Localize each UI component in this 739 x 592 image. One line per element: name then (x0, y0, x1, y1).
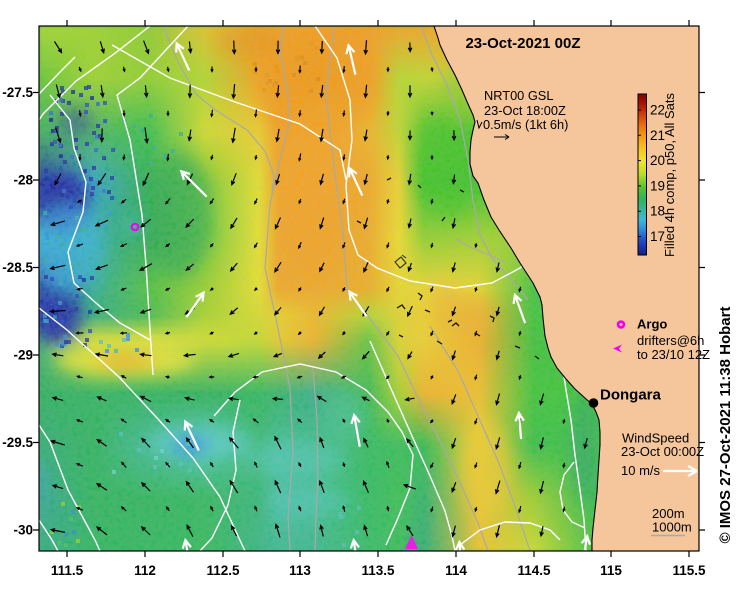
svg-text:0.5m/s (1kt 6h): 0.5m/s (1kt 6h) (483, 117, 568, 132)
svg-text:21: 21 (650, 128, 665, 143)
svg-text:112.5: 112.5 (206, 563, 240, 578)
svg-text:115.5: 115.5 (672, 563, 706, 578)
svg-text:113: 113 (289, 563, 311, 578)
svg-text:-28.5: -28.5 (2, 260, 33, 275)
svg-text:111.5: 111.5 (51, 563, 84, 578)
svg-text:NRT00 GSL: NRT00 GSL (484, 88, 553, 103)
svg-text:1000m: 1000m (652, 520, 692, 535)
svg-text:to 23/10 12Z: to 23/10 12Z (637, 347, 710, 362)
svg-text:-28: -28 (13, 173, 33, 188)
svg-text:112: 112 (134, 563, 156, 578)
svg-text:18: 18 (650, 204, 665, 219)
svg-text:17: 17 (650, 229, 665, 244)
svg-text:19: 19 (650, 178, 665, 193)
svg-text:23-Oct-2021 00Z: 23-Oct-2021 00Z (465, 35, 580, 52)
svg-text:-29: -29 (13, 348, 33, 363)
svg-text:drifters@6h: drifters@6h (637, 333, 704, 348)
svg-text:114: 114 (445, 563, 467, 578)
svg-text:23-Oct 00:00Z: 23-Oct 00:00Z (621, 444, 704, 459)
svg-text:22: 22 (650, 103, 665, 118)
svg-text:200m: 200m (652, 506, 685, 521)
svg-text:113.5: 113.5 (361, 563, 395, 578)
svg-text:115: 115 (600, 563, 622, 578)
svg-text:Dongara: Dongara (600, 387, 662, 404)
svg-text:10 m/s: 10 m/s (621, 463, 661, 478)
svg-text:© IMOS 27-Oct-2021 11:38 Hobar: © IMOS 27-Oct-2021 11:38 Hobart (717, 307, 734, 544)
svg-text:20: 20 (650, 153, 665, 168)
svg-text:WindSpeed: WindSpeed (622, 431, 689, 446)
svg-text:Filled 4h comp, p50, All Sats: Filled 4h comp, p50, All Sats (662, 92, 677, 257)
svg-text:Argo: Argo (637, 317, 667, 332)
svg-text:-27.5: -27.5 (2, 85, 33, 100)
svg-text:-30: -30 (13, 523, 33, 538)
svg-text:-29.5: -29.5 (2, 435, 33, 450)
svg-text:114.5: 114.5 (517, 563, 551, 578)
svg-text:23-Oct 18:00Z: 23-Oct 18:00Z (484, 103, 566, 118)
